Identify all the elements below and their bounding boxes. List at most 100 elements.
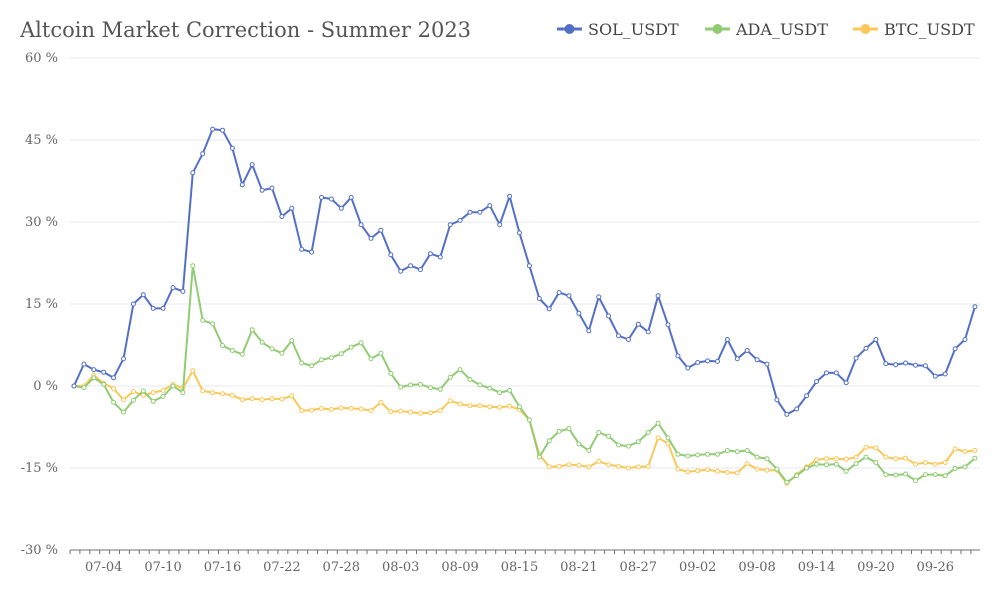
data-point xyxy=(477,382,483,388)
data-point xyxy=(734,449,740,455)
data-point xyxy=(437,408,443,414)
data-point xyxy=(665,322,671,328)
data-point xyxy=(140,392,146,398)
data-point xyxy=(665,435,671,441)
data-point xyxy=(507,193,513,199)
data-point xyxy=(616,333,621,339)
data-point xyxy=(744,448,750,453)
data-point xyxy=(269,346,275,352)
data-point xyxy=(388,370,394,376)
data-point xyxy=(576,462,582,468)
data-point xyxy=(457,367,463,373)
data-point xyxy=(794,406,800,412)
data-point xyxy=(418,381,423,387)
data-point xyxy=(91,375,97,381)
data-point xyxy=(586,448,592,453)
data-point xyxy=(635,321,641,327)
data-point xyxy=(160,305,166,311)
data-point xyxy=(200,388,206,394)
data-point xyxy=(408,263,414,269)
data-point xyxy=(338,351,344,357)
legend-item-btc-usdt[interactable]: BTC_USDT xyxy=(853,20,975,39)
data-point xyxy=(121,356,126,362)
data-point xyxy=(348,405,354,411)
data-point xyxy=(675,466,681,472)
data-point xyxy=(190,263,196,269)
legend-item-sol-usdt[interactable]: SOL_USDT xyxy=(557,20,679,39)
data-point xyxy=(566,462,572,468)
data-point xyxy=(922,472,928,478)
data-point xyxy=(130,301,136,307)
data-point xyxy=(972,455,978,461)
data-point xyxy=(724,469,730,475)
data-point xyxy=(229,348,235,353)
data-point xyxy=(823,370,829,376)
data-point xyxy=(913,362,918,368)
legend-marker xyxy=(712,24,723,34)
data-point xyxy=(794,473,800,479)
data-point xyxy=(893,472,899,478)
data-point xyxy=(398,268,404,274)
legend[interactable]: SOL_USDT ADA_USDT BTC_USDT xyxy=(557,20,975,39)
data-point xyxy=(180,390,186,396)
data-point xyxy=(863,454,869,460)
data-point xyxy=(705,358,711,364)
data-point xyxy=(576,441,582,447)
data-point xyxy=(111,375,117,381)
data-point xyxy=(635,464,641,470)
data-point xyxy=(121,397,126,403)
data-point xyxy=(596,294,602,300)
data-point xyxy=(942,460,948,465)
data-point xyxy=(695,360,701,365)
data-point xyxy=(764,467,770,473)
data-point xyxy=(715,358,720,364)
data-point xyxy=(140,388,146,394)
data-point xyxy=(586,328,592,334)
data-point xyxy=(338,205,344,211)
data-point xyxy=(378,350,384,356)
data-point xyxy=(833,370,839,376)
data-point xyxy=(883,454,889,460)
x-tick-label: 07-16 xyxy=(204,560,241,575)
data-point xyxy=(754,454,760,460)
data-point xyxy=(81,361,87,367)
data-point xyxy=(774,466,780,472)
legend-marker xyxy=(564,24,575,34)
data-point xyxy=(942,473,948,479)
data-point xyxy=(962,337,968,342)
data-point xyxy=(81,385,87,391)
data-point xyxy=(625,443,631,449)
data-point xyxy=(368,235,374,241)
data-point xyxy=(328,355,334,361)
data-point xyxy=(130,397,136,403)
data-point xyxy=(843,468,849,474)
data-point xyxy=(467,403,473,409)
data-point xyxy=(259,339,265,345)
data-point xyxy=(645,329,651,335)
data-point xyxy=(368,356,374,362)
data-point xyxy=(823,456,829,462)
data-point xyxy=(150,390,156,396)
series-line xyxy=(73,264,976,484)
data-point xyxy=(220,391,225,397)
data-point xyxy=(437,254,443,260)
data-point xyxy=(239,397,245,403)
y-tick-label: -15 % xyxy=(21,461,58,476)
legend-item-ada-usdt[interactable]: ADA_USDT xyxy=(705,20,828,39)
data-point xyxy=(279,214,285,219)
data-point xyxy=(695,452,701,458)
data-point xyxy=(942,371,948,377)
data-point xyxy=(71,383,77,389)
data-point xyxy=(447,222,453,228)
x-tick-label: 09-20 xyxy=(857,560,894,575)
data-point xyxy=(101,381,107,387)
data-point xyxy=(229,392,235,398)
data-point xyxy=(606,433,612,439)
data-point xyxy=(309,249,315,255)
data-point xyxy=(685,365,691,371)
data-point xyxy=(358,340,364,346)
x-tick-label: 08-27 xyxy=(620,560,657,575)
chart-title: Altcoin Market Correction - Summer 2023 xyxy=(19,18,471,42)
x-tick-label: 07-28 xyxy=(323,560,360,575)
data-point xyxy=(348,194,354,200)
